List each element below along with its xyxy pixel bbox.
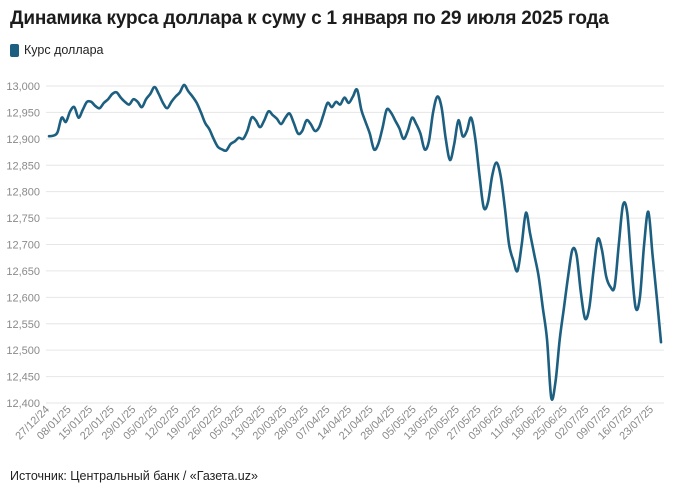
source-note: Источник: Центральный банк / «Газета.uz» xyxy=(10,469,258,483)
y-tick-label: 12,950 xyxy=(6,107,40,119)
y-tick-label: 12,500 xyxy=(6,345,40,357)
series-layer xyxy=(47,83,663,401)
y-tick-label: 13,000 xyxy=(6,81,40,93)
y-tick-label: 12,600 xyxy=(6,292,40,304)
legend-swatch xyxy=(10,43,19,57)
y-axis-ticks: 13,000 12,950 12,900 12,850 12,800 12,750 12,7… xyxy=(6,81,40,410)
y-tick-label: 12,800 xyxy=(6,187,40,199)
y-tick-label: 12,700 xyxy=(6,240,40,252)
y-tick-label: 12,850 xyxy=(6,160,40,172)
x-axis-ticks: 27/12/2408/01/2515/01/2522/01/2529/01/25… xyxy=(13,404,656,443)
y-tick-label: 12,550 xyxy=(6,319,40,331)
y-tick-label: 12,650 xyxy=(6,266,40,278)
y-tick-label: 12,900 xyxy=(6,134,40,146)
chart-title: Динамика курса доллара к суму с 1 января… xyxy=(10,8,609,29)
y-tick-label: 12,400 xyxy=(6,398,40,410)
grid-lines xyxy=(46,85,664,404)
chart-legend[interactable]: Курс доллара xyxy=(10,43,103,57)
legend-label: Курс доллара xyxy=(24,43,104,57)
y-tick-label: 12,450 xyxy=(6,372,40,384)
y-tick-label: 12,750 xyxy=(6,213,40,225)
series-line-kurs-dollara[interactable] xyxy=(47,83,663,401)
